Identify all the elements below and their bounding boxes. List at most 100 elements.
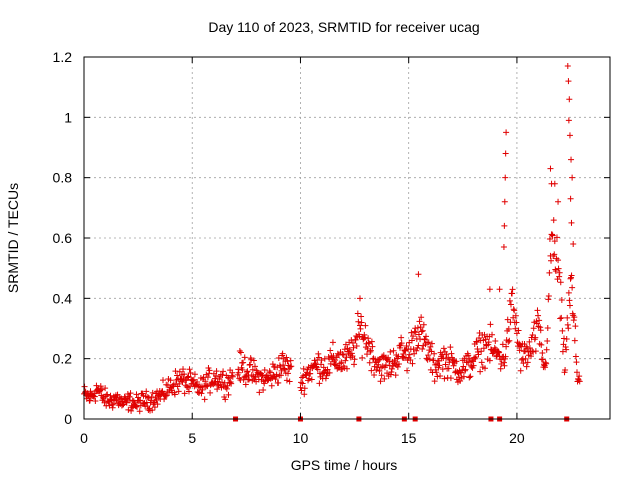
data-point	[149, 389, 156, 396]
data-point	[375, 356, 382, 363]
data-point	[512, 312, 519, 319]
data-point	[283, 377, 290, 384]
data-point	[477, 368, 484, 375]
data-point	[224, 374, 231, 381]
data-point	[509, 286, 516, 293]
data-point	[489, 350, 496, 357]
data-point	[475, 351, 482, 358]
data-point	[213, 368, 220, 375]
data-point	[501, 222, 508, 229]
y-tick-label: 1.2	[53, 49, 73, 65]
data-point	[306, 375, 313, 382]
data-point	[565, 117, 572, 124]
data-point	[529, 332, 536, 339]
data-point	[415, 331, 422, 338]
data-point	[395, 361, 402, 368]
data-point	[106, 402, 113, 409]
data-point	[186, 366, 193, 373]
data-point	[150, 399, 157, 406]
data-point	[162, 393, 169, 400]
data-point	[404, 367, 411, 374]
data-point	[341, 365, 348, 372]
data-point	[555, 257, 562, 264]
data-point	[558, 297, 565, 304]
data-point	[450, 362, 457, 369]
data-point	[566, 302, 573, 309]
data-point	[557, 315, 564, 322]
data-point	[530, 325, 537, 332]
data-point	[515, 327, 522, 334]
data-point	[123, 399, 130, 406]
data-point	[503, 129, 510, 136]
data-point	[239, 366, 246, 373]
data-point	[465, 358, 472, 365]
data-point	[447, 344, 454, 351]
data-point	[368, 338, 375, 345]
data-point	[344, 365, 350, 372]
data-point	[423, 355, 430, 362]
data-point	[564, 321, 571, 328]
data-point	[562, 367, 569, 374]
data-point	[97, 383, 104, 390]
data-point	[241, 354, 248, 361]
data-point	[573, 369, 580, 376]
data-point	[418, 328, 425, 335]
data-point	[403, 343, 410, 350]
data-point	[566, 132, 573, 139]
data-point	[549, 231, 556, 238]
data-point	[277, 372, 284, 379]
data-point	[425, 339, 432, 346]
data-point	[486, 357, 493, 364]
data-point	[268, 382, 275, 389]
data-point	[281, 366, 288, 373]
data-point	[564, 314, 571, 321]
data-point	[456, 374, 463, 381]
data-point	[460, 373, 467, 380]
data-point	[198, 390, 205, 397]
data-point	[349, 339, 356, 346]
data-point	[273, 371, 280, 378]
data-point	[301, 385, 308, 392]
data-point	[473, 339, 480, 346]
data-point	[228, 372, 235, 379]
data-point	[413, 347, 420, 354]
data-point	[361, 334, 368, 341]
data-point	[299, 380, 306, 387]
data-point	[218, 379, 225, 386]
data-point	[500, 359, 507, 366]
data-point	[487, 321, 494, 328]
data-point	[440, 345, 447, 352]
data-point	[478, 348, 485, 355]
data-point	[206, 367, 213, 374]
data-point	[329, 339, 336, 346]
data-point	[324, 366, 331, 373]
data-point	[558, 314, 565, 321]
data-point	[506, 297, 513, 304]
data-point	[478, 359, 485, 366]
data-point	[181, 371, 188, 378]
data-point	[545, 293, 552, 300]
data-point	[261, 380, 268, 387]
data-point	[338, 359, 345, 366]
data-point	[229, 369, 236, 376]
data-point	[163, 392, 170, 399]
data-point	[250, 357, 257, 364]
data-point	[275, 379, 282, 386]
data-point	[155, 392, 162, 399]
data-point	[392, 372, 399, 379]
data-point	[288, 363, 295, 370]
data-point	[285, 370, 292, 377]
data-point	[351, 356, 358, 363]
data-point	[400, 351, 407, 358]
data-point	[539, 349, 546, 356]
data-point	[98, 386, 105, 393]
data-point	[546, 236, 553, 243]
data-point	[426, 356, 433, 363]
data-point	[562, 343, 569, 350]
data-point	[568, 219, 575, 226]
data-point	[518, 356, 525, 363]
data-point	[473, 338, 480, 345]
data-point	[416, 318, 423, 325]
data-point	[354, 310, 361, 317]
y-tick-label: 0.8	[53, 170, 73, 186]
